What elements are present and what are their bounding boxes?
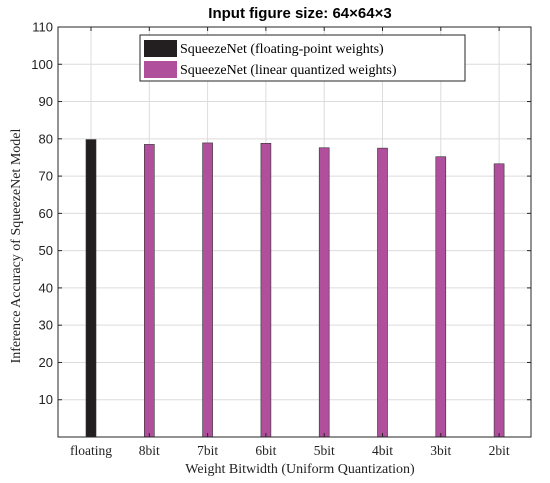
y-tick-label: 20: [39, 355, 53, 370]
y-axis-label: Inference Accuracy of SqueezeNet Model: [9, 129, 24, 364]
bar-5bit: [318, 147, 330, 438]
tick-labels: 10 20 30 40 50 60 70 80 90 100 110 floating 8bit 7bit…: [31, 20, 510, 459]
y-tick-label: 60: [39, 206, 53, 221]
axes: [57, 26, 532, 438]
y-tick-label: 100: [31, 57, 53, 72]
x-tick-label: 7bit: [197, 443, 218, 458]
grid-lines: [58, 26, 531, 437]
bars: [85, 139, 505, 438]
x-axis-label: Weight Bitwidth (Uniform Quantization): [185, 462, 415, 477]
x-tick-label: 6bit: [255, 443, 276, 458]
bar-8bit: [144, 144, 155, 438]
legend: SqueezeNet (floating-point weights) Sque…: [139, 34, 466, 82]
x-tick-label: 4bit: [372, 443, 393, 458]
bar-floating: [85, 139, 97, 438]
x-tick-label: 2bit: [489, 443, 510, 458]
plot-frame: [57, 26, 532, 438]
y-tick-label: 80: [39, 131, 53, 146]
legend-swatch-quantized: [144, 61, 177, 78]
x-tick-label: 5bit: [314, 443, 335, 458]
legend-label-floating: SqueezeNet (floating-point weights): [180, 42, 384, 57]
x-tick-label: floating: [70, 443, 112, 458]
bar-2bit: [493, 163, 505, 438]
y-tick-label: 40: [39, 280, 53, 295]
bar-4bit: [377, 147, 388, 438]
legend-label-quantized: SqueezeNet (linear quantized weights): [180, 63, 397, 78]
x-tick-label: 3bit: [430, 443, 451, 458]
bar-6bit: [260, 142, 272, 438]
y-tick-label: 10: [39, 392, 53, 407]
y-tick-label: 50: [39, 243, 53, 258]
x-tick-label: 8bit: [139, 443, 160, 458]
y-tick-label: 110: [32, 20, 53, 35]
bar-3bit: [435, 156, 447, 438]
y-tick-label: 70: [39, 169, 53, 184]
y-tick-label: 90: [39, 94, 53, 109]
legend-swatch-floating: [144, 40, 177, 57]
bar-7bit: [202, 142, 213, 438]
chart-title: Input figure size: 64×64×3: [208, 5, 391, 22]
y-tick-label: 30: [39, 318, 53, 333]
legend-box: [139, 34, 466, 82]
